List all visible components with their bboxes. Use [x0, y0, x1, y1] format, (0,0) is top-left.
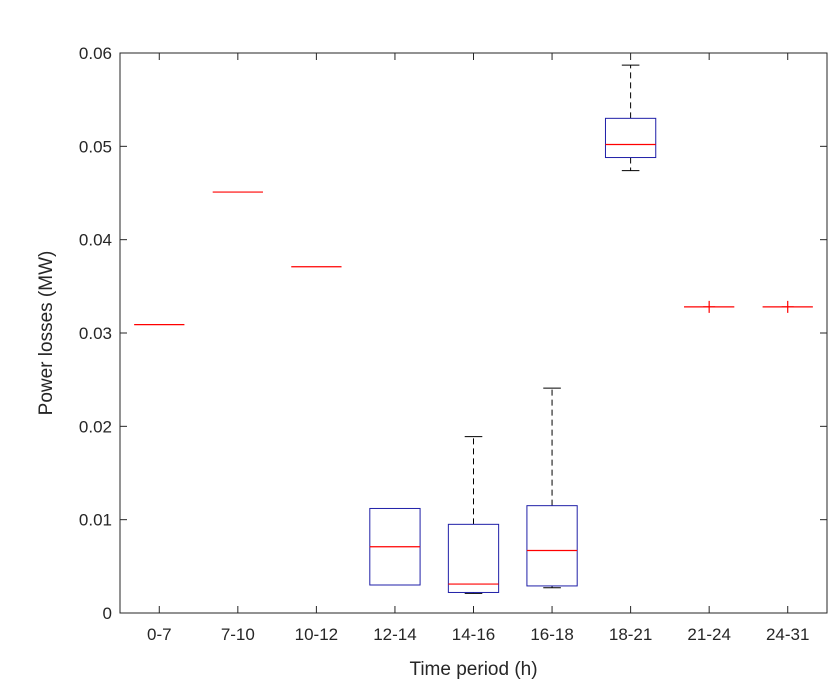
box-16-18 [526, 387, 578, 589]
y-tick-label: 0.02 [79, 417, 112, 436]
y-tick-label: 0.03 [79, 324, 112, 343]
x-tick-label: 10-12 [295, 625, 338, 644]
x-tick-label: 0-7 [147, 625, 172, 644]
x-tick-label: 14-16 [452, 625, 495, 644]
x-tick-label: 21-24 [687, 625, 730, 644]
box-iqr [526, 505, 578, 587]
y-tick-label: 0.01 [79, 511, 112, 530]
x-axis-title: Time period (h) [409, 659, 537, 680]
box-18-21 [604, 64, 657, 172]
plot-area [120, 53, 827, 613]
box-21-24 [684, 300, 735, 313]
axes-layer: 0 0.01 0.02 0.03 0.04 0.05 0.06 0-7 7-10 10-12 12-… [79, 44, 828, 644]
x-tick-label: 16-18 [530, 625, 573, 644]
box-14-16 [447, 436, 500, 594]
box-12-14 [369, 507, 421, 586]
x-tick-label: 12-14 [373, 625, 416, 644]
box-iqr [604, 117, 657, 159]
x-tick-label: 24-31 [766, 625, 809, 644]
x-tick-label: 7-10 [221, 625, 255, 644]
outlier-marker [781, 300, 794, 313]
boxes-layer [134, 64, 813, 594]
y-tick-label: 0 [103, 604, 112, 623]
outlier-marker [703, 300, 716, 313]
box-iqr [447, 523, 500, 593]
y-tick-label: 0.05 [79, 137, 112, 156]
x-tick-label: 18-21 [609, 625, 652, 644]
box-24-31 [762, 300, 813, 313]
y-tick-label: 0.04 [79, 231, 112, 250]
y-axis-title: Power losses (MW) [36, 251, 57, 416]
y-tick-label: 0.06 [79, 44, 112, 63]
